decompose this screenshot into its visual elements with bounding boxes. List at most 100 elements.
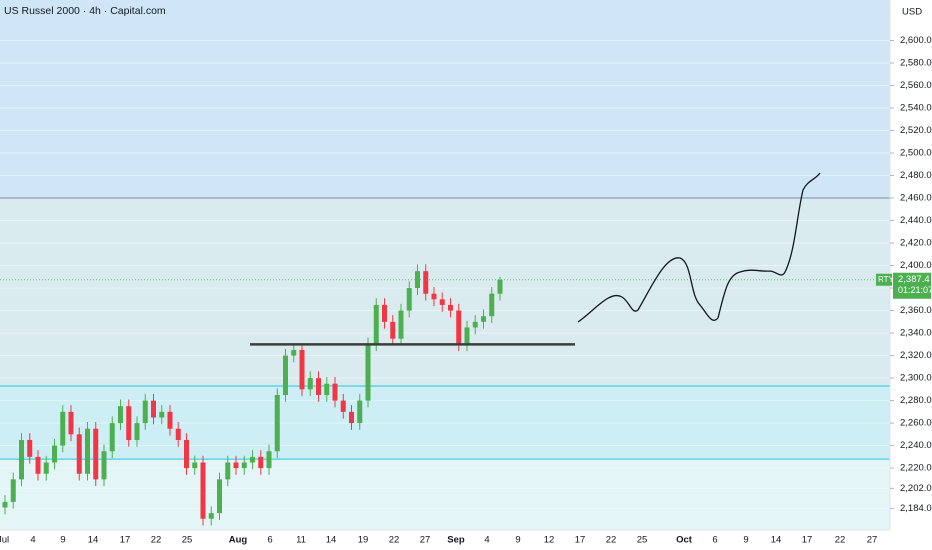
candle-body bbox=[85, 428, 90, 474]
symbol-tag bbox=[876, 273, 892, 286]
candle-body bbox=[2, 501, 8, 508]
y-tick-label: 2,300.0 bbox=[900, 373, 932, 384]
candle-body bbox=[266, 451, 272, 469]
x-tick-label: 12 bbox=[544, 535, 555, 546]
x-tick-label: 27 bbox=[420, 535, 431, 546]
y-tick-label: 2,360.0 bbox=[900, 305, 932, 316]
y-tick-label: 2,420.0 bbox=[900, 238, 932, 249]
axes: 2,184.0 2,202.0 2,220.0 2,240.0 2,260.0 2,280… bbox=[0, 35, 932, 545]
projection-path bbox=[577, 172, 821, 323]
y-tick-label: 2,320.0 bbox=[900, 350, 932, 361]
x-tick-label: Jul bbox=[0, 535, 9, 546]
candle-body bbox=[448, 304, 453, 311]
x-tick-label: 25 bbox=[182, 535, 193, 546]
candle-body bbox=[76, 434, 82, 474]
candle-body bbox=[464, 327, 470, 345]
candle-body bbox=[431, 293, 437, 300]
y-tick-label: 2,280.0 bbox=[900, 395, 932, 406]
zone-middle bbox=[0, 198, 890, 386]
time-axis bbox=[0, 530, 890, 550]
candle-body bbox=[68, 411, 74, 435]
y-tick-label: 2,600.0 bbox=[900, 35, 932, 46]
candle-body bbox=[134, 423, 140, 440]
candle-body bbox=[390, 321, 396, 339]
candle-body bbox=[167, 411, 173, 429]
candle-body bbox=[373, 304, 379, 345]
candle-body bbox=[151, 400, 156, 418]
candle-body bbox=[332, 383, 338, 401]
y-tick-label: 2,340.0 bbox=[900, 328, 932, 339]
y-tick-label: 2,460.0 bbox=[900, 193, 932, 204]
candle-body bbox=[357, 400, 363, 424]
y-tick-label: 2,500.0 bbox=[900, 148, 932, 159]
candle-body bbox=[406, 288, 412, 311]
symbol-label: RTY bbox=[878, 275, 895, 284]
candle-body bbox=[423, 271, 429, 294]
x-tick-label: 22 bbox=[606, 535, 617, 546]
candle-body bbox=[192, 462, 198, 469]
price-tag bbox=[893, 272, 931, 299]
candle-body bbox=[225, 462, 231, 480]
candle-body bbox=[241, 462, 247, 469]
plot bbox=[0, 197, 890, 526]
zone-upper bbox=[0, 0, 890, 199]
x-tick-label: 22 bbox=[389, 535, 400, 546]
countdown-label: 01:21:07 bbox=[898, 285, 932, 295]
x-tick-label: 9 bbox=[515, 535, 520, 546]
candle-body bbox=[299, 349, 305, 390]
x-tick-label: 17 bbox=[802, 535, 813, 546]
y-tick-label: 2,540.0 bbox=[900, 103, 932, 114]
candle-body bbox=[307, 378, 313, 390]
candle-body bbox=[200, 462, 206, 519]
y-tick-label: 2,220.0 bbox=[900, 463, 932, 474]
zone-band bbox=[0, 385, 890, 460]
candle-body bbox=[35, 456, 41, 474]
candle-body bbox=[184, 439, 189, 469]
x-tick-label: 27 bbox=[867, 535, 878, 546]
candle-body bbox=[93, 428, 99, 480]
candle-body bbox=[27, 439, 33, 457]
candle-body bbox=[489, 293, 495, 317]
candle-body bbox=[291, 349, 297, 356]
x-tick-label: 4 bbox=[30, 535, 35, 546]
candle-body bbox=[274, 394, 280, 452]
candle-body bbox=[43, 462, 49, 474]
zone-lower bbox=[0, 459, 890, 530]
candle-body bbox=[316, 378, 321, 395]
x-tick-label: 6 bbox=[267, 535, 272, 546]
grid bbox=[0, 40, 890, 510]
candle-body bbox=[142, 400, 148, 424]
candle-body bbox=[60, 411, 66, 446]
chart-title: US Russel 2000 · 4h · Capital.com bbox=[4, 5, 166, 17]
candle-body bbox=[258, 456, 264, 469]
candle-body bbox=[340, 400, 346, 412]
x-tick-label: 19 bbox=[358, 535, 369, 546]
candle-body bbox=[472, 321, 478, 328]
x-tick-label: 9 bbox=[743, 535, 748, 546]
last-price-label: 2,387.4 bbox=[898, 274, 930, 285]
candle-body bbox=[439, 299, 445, 305]
x-tick-label: 14 bbox=[88, 535, 99, 546]
candle-body bbox=[19, 439, 24, 480]
candle-body bbox=[208, 513, 214, 519]
x-tick-label: 4 bbox=[484, 535, 489, 546]
candle-body bbox=[52, 445, 57, 463]
candle-body bbox=[175, 428, 181, 440]
candle-body bbox=[118, 406, 123, 424]
y-tick-label: 2,184.0 bbox=[900, 503, 932, 514]
candle-body bbox=[233, 462, 239, 469]
candle-body bbox=[159, 411, 165, 418]
x-tick-label: Oct bbox=[676, 535, 693, 546]
currency-label: USD bbox=[902, 7, 922, 18]
candle-body bbox=[10, 479, 16, 502]
candle-body bbox=[398, 310, 404, 339]
x-tick-label: 6 bbox=[712, 535, 717, 546]
y-tick-label: 2,560.0 bbox=[900, 80, 932, 91]
y-tick-label: 2,400.0 bbox=[900, 260, 932, 271]
candle-body bbox=[456, 310, 462, 345]
y-tick-label: 2,240.0 bbox=[900, 440, 932, 451]
y-tick-label: 2,480.0 bbox=[900, 170, 932, 181]
candle-body bbox=[101, 451, 107, 480]
y-tick-label: 2,520.0 bbox=[900, 125, 932, 136]
